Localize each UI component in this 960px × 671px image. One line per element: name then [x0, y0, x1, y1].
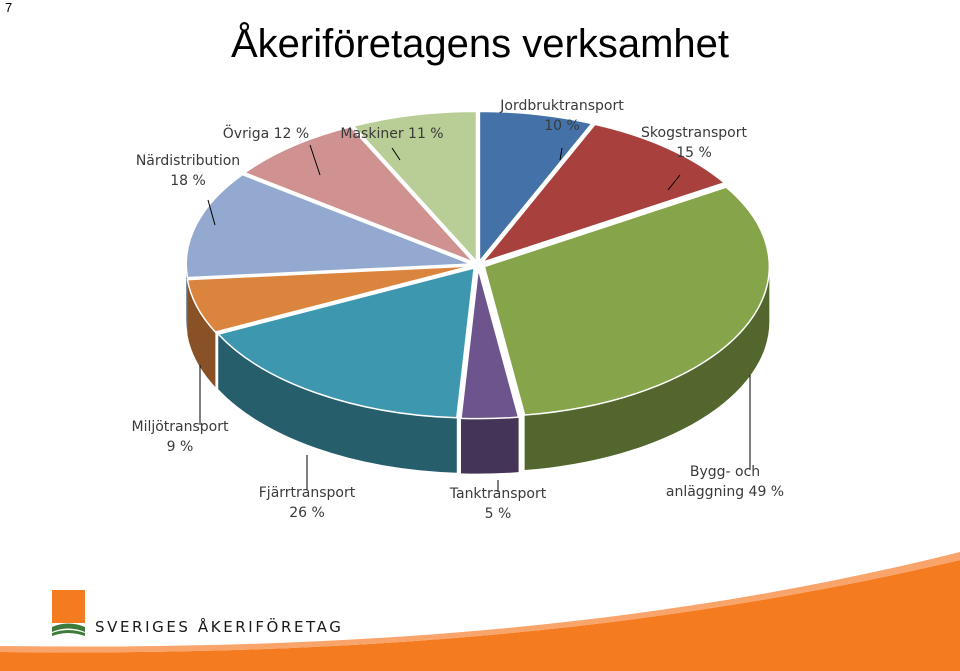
- pie-side-tanktransport: [460, 417, 519, 474]
- pie-slice-bygg-och-anl-ggning: [483, 186, 771, 416]
- pie-side-fj-rrtransport: [218, 334, 457, 473]
- orange-swoosh-light: [0, 552, 960, 653]
- pie-slice-skogstransport: [480, 123, 726, 264]
- pie-slice-jordbruktransport: [478, 110, 594, 264]
- slice-label-n-rdistribution: Närdistribution 18 %: [136, 153, 240, 189]
- slice-label--vriga: Övriga 12 %: [223, 124, 309, 142]
- page-number: 7: [5, 0, 13, 15]
- leader-line: [559, 147, 563, 161]
- slice-label-jordbruktransport: Jordbruktransport 10 %: [499, 98, 624, 134]
- slice-label-tanktransport: Tanktransport 5 %: [449, 486, 547, 522]
- pie-slice-fj-rrtransport: [216, 267, 475, 419]
- leader-line: [207, 199, 216, 226]
- pie-slice-maskiner: [352, 110, 478, 264]
- slice-label-bygg-och-anl-ggning: Bygg- och anläggning 49 %: [666, 464, 784, 500]
- leader-line: [391, 147, 401, 161]
- pie-side-milj-transport: [187, 279, 216, 388]
- leader-line: [667, 174, 681, 191]
- pie-slice-tanktransport: [460, 268, 520, 420]
- pie-slice-n-rdistribution: [185, 173, 472, 279]
- orange-swoosh: [0, 560, 960, 671]
- sveriges-akeriforetag-logo-icon: [52, 590, 85, 636]
- pie-side-bygg-och-anl-ggning: [524, 266, 770, 471]
- slice-label-fj-rrtransport: Fjärrtransport 26 %: [259, 485, 356, 521]
- slice-label-skogstransport: Skogstransport 15 %: [641, 125, 747, 161]
- slide-title: Åkeriföretagens verksamhet: [230, 22, 729, 66]
- slice-label-maskiner: Maskiner 11 %: [340, 126, 443, 142]
- pie-slice--vriga: [243, 125, 475, 263]
- brand-name: SVERIGES ÅKERIFÖRETAG: [95, 618, 344, 636]
- slice-label-milj-transport: Miljötransport 9 %: [131, 419, 229, 455]
- leader-line: [309, 144, 321, 176]
- pie-slice-milj-transport: [186, 265, 472, 333]
